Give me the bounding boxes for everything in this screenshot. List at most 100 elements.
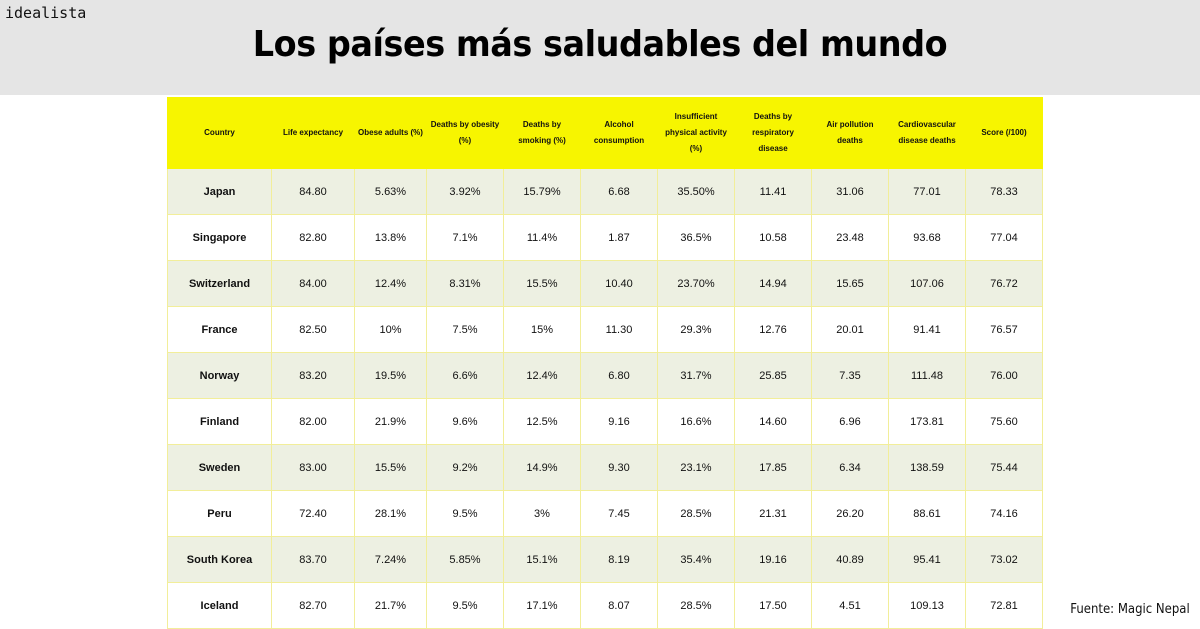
value-cell: 82.50 (271, 306, 355, 353)
country-cell: Norway (167, 352, 272, 399)
value-cell: 138.59 (888, 444, 966, 491)
value-cell: 21.9% (354, 398, 427, 445)
value-cell: 84.80 (271, 168, 355, 215)
health-ranking-table: Country Life expectancy Obese adults (%) De… (167, 97, 1043, 629)
value-cell: 76.72 (965, 260, 1043, 307)
value-cell: 77.01 (888, 168, 966, 215)
value-cell: 23.1% (657, 444, 735, 491)
value-cell: 10.58 (734, 214, 812, 261)
value-cell: 23.48 (811, 214, 889, 261)
value-cell: 93.68 (888, 214, 966, 261)
value-cell: 10% (354, 306, 427, 353)
country-cell: South Korea (167, 536, 272, 583)
value-cell: 17.1% (503, 582, 581, 629)
value-cell: 5.63% (354, 168, 427, 215)
country-cell: Peru (167, 490, 272, 537)
value-cell: 23.70% (657, 260, 735, 307)
value-cell: 111.48 (888, 352, 966, 399)
table-row: Finland 82.00 21.9% 9.6% 12.5% 9.16 16.6% 14.60… (167, 398, 1043, 445)
value-cell: 15.5% (503, 260, 581, 307)
value-cell: 83.70 (271, 536, 355, 583)
value-cell: 20.01 (811, 306, 889, 353)
value-cell: 28.1% (354, 490, 427, 537)
table-row: Iceland 82.70 21.7% 9.5% 17.1% 8.07 28.5% 17.50… (167, 582, 1043, 629)
value-cell: 74.16 (965, 490, 1043, 537)
value-cell: 15.5% (354, 444, 427, 491)
value-cell: 173.81 (888, 398, 966, 445)
column-header: Cardiovascular disease deaths (888, 97, 966, 169)
value-cell: 35.50% (657, 168, 735, 215)
value-cell: 3% (503, 490, 581, 537)
value-cell: 14.60 (734, 398, 812, 445)
value-cell: 88.61 (888, 490, 966, 537)
value-cell: 3.92% (426, 168, 504, 215)
value-cell: 6.34 (811, 444, 889, 491)
value-cell: 4.51 (811, 582, 889, 629)
value-cell: 12.5% (503, 398, 581, 445)
table-header: Country Life expectancy Obese adults (%) De… (167, 97, 1043, 169)
value-cell: 73.02 (965, 536, 1043, 583)
value-cell: 83.20 (271, 352, 355, 399)
value-cell: 6.68 (580, 168, 658, 215)
value-cell: 6.96 (811, 398, 889, 445)
value-cell: 15.1% (503, 536, 581, 583)
value-cell: 31.7% (657, 352, 735, 399)
value-cell: 109.13 (888, 582, 966, 629)
value-cell: 75.44 (965, 444, 1043, 491)
table-row: Switzerland 84.00 12.4% 8.31% 15.5% 10.40 23.7… (167, 260, 1043, 307)
table-row: Sweden 83.00 15.5% 9.2% 14.9% 9.30 23.1% 17.85 6… (167, 444, 1043, 491)
country-cell: Singapore (167, 214, 272, 261)
value-cell: 72.40 (271, 490, 355, 537)
table-body: Japan 84.80 5.63% 3.92% 15.79% 6.68 35.50% 11.4… (167, 168, 1043, 629)
value-cell: 1.87 (580, 214, 658, 261)
table-row: Peru 72.40 28.1% 9.5% 3% 7.45 28.5% 21.31 26.20 8… (167, 490, 1043, 537)
column-header: Score (/100) (965, 97, 1043, 169)
value-cell: 9.30 (580, 444, 658, 491)
table-row: France 82.50 10% 7.5% 15% 11.30 29.3% 12.76 20.0… (167, 306, 1043, 353)
column-header: Country (167, 97, 272, 169)
value-cell: 76.00 (965, 352, 1043, 399)
value-cell: 9.16 (580, 398, 658, 445)
value-cell: 19.5% (354, 352, 427, 399)
value-cell: 21.31 (734, 490, 812, 537)
table-row: Japan 84.80 5.63% 3.92% 15.79% 6.68 35.50% 11.4… (167, 168, 1043, 215)
value-cell: 95.41 (888, 536, 966, 583)
value-cell: 11.4% (503, 214, 581, 261)
column-header: Alcohol consumption (580, 97, 658, 169)
column-header: Deaths by respiratory disease (734, 97, 812, 169)
value-cell: 26.20 (811, 490, 889, 537)
value-cell: 9.5% (426, 490, 504, 537)
value-cell: 6.6% (426, 352, 504, 399)
value-cell: 7.1% (426, 214, 504, 261)
value-cell: 12.4% (354, 260, 427, 307)
value-cell: 8.31% (426, 260, 504, 307)
value-cell: 9.6% (426, 398, 504, 445)
value-cell: 11.30 (580, 306, 658, 353)
value-cell: 14.9% (503, 444, 581, 491)
value-cell: 11.41 (734, 168, 812, 215)
value-cell: 36.5% (657, 214, 735, 261)
value-cell: 14.94 (734, 260, 812, 307)
value-cell: 25.85 (734, 352, 812, 399)
value-cell: 82.70 (271, 582, 355, 629)
country-cell: Switzerland (167, 260, 272, 307)
value-cell: 19.16 (734, 536, 812, 583)
column-header: Deaths by obesity (%) (426, 97, 504, 169)
value-cell: 28.5% (657, 582, 735, 629)
brand-logo: idealista (5, 4, 87, 22)
value-cell: 17.85 (734, 444, 812, 491)
value-cell: 6.80 (580, 352, 658, 399)
column-header: Deaths by smoking (%) (503, 97, 581, 169)
country-cell: Finland (167, 398, 272, 445)
source-caption: Fuente: Magic Nepal (1070, 602, 1190, 617)
value-cell: 91.41 (888, 306, 966, 353)
value-cell: 16.6% (657, 398, 735, 445)
value-cell: 76.57 (965, 306, 1043, 353)
value-cell: 10.40 (580, 260, 658, 307)
table-row: Norway 83.20 19.5% 6.6% 12.4% 6.80 31.7% 25.85 7… (167, 352, 1043, 399)
value-cell: 7.5% (426, 306, 504, 353)
value-cell: 7.45 (580, 490, 658, 537)
table-row: South Korea 83.70 7.24% 5.85% 15.1% 8.19 35.4%… (167, 536, 1043, 583)
column-header: Air pollution deaths (811, 97, 889, 169)
value-cell: 9.5% (426, 582, 504, 629)
